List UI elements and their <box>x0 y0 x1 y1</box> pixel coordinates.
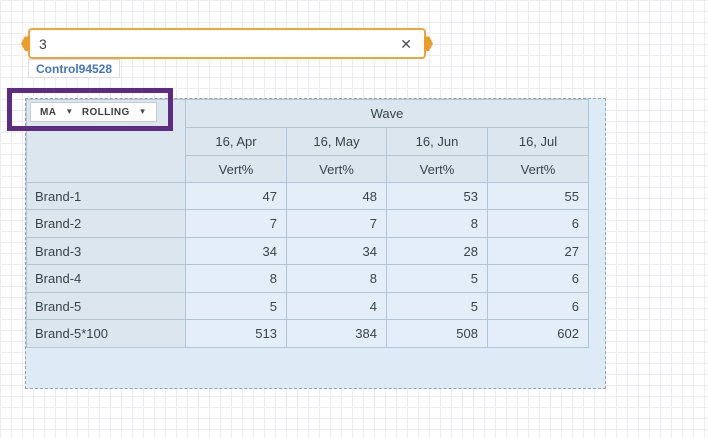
table-cell: 34 <box>286 237 387 265</box>
table-cell: 508 <box>386 319 488 348</box>
table-cell: 5 <box>386 292 488 320</box>
resize-handle-left[interactable] <box>21 36 30 51</box>
table-cell: 7 <box>286 209 387 238</box>
ma-dropdown[interactable]: MA ▼ <box>40 107 74 118</box>
chevron-down-icon: ▼ <box>65 107 74 116</box>
chevron-down-icon: ▼ <box>138 107 147 116</box>
crosstab-table[interactable]: Wave 16, Apr 16, May 16, Jun 16, Jul Ver… <box>26 99 589 348</box>
table-row: Brand-5 5 4 5 6 <box>26 292 589 320</box>
table-cell: 4 <box>286 292 387 320</box>
table-row: Brand-5*100 513 384 508 602 <box>26 319 589 348</box>
table-cell: 5 <box>386 264 488 293</box>
table-cell: 513 <box>185 319 287 348</box>
table-cell: 55 <box>487 182 589 210</box>
table-toolbar: MA ▼ ROLLING ▼ <box>30 102 157 122</box>
table-cell: 6 <box>487 209 589 238</box>
measure-header: Vert% <box>487 155 589 183</box>
column-header: 16, Jul <box>487 127 589 156</box>
rolling-dropdown-label: ROLLING <box>81 106 130 118</box>
table-cell: 28 <box>386 237 488 265</box>
measure-header: Vert% <box>386 155 488 183</box>
row-label: Brand-4 <box>26 264 186 293</box>
table-cell: 7 <box>185 209 287 238</box>
row-label: Brand-5 <box>26 292 186 320</box>
table-cell: 27 <box>487 237 589 265</box>
table-cell: 5 <box>185 292 287 320</box>
table-cell: 8 <box>386 209 488 238</box>
column-header: 16, Apr <box>185 127 287 156</box>
resize-handle-right[interactable] <box>424 36 433 51</box>
row-label: Brand-5*100 <box>26 319 186 348</box>
table-cell: 47 <box>185 182 287 210</box>
clear-icon[interactable]: ✕ <box>400 35 412 52</box>
table-row: Brand-4 8 8 5 6 <box>26 264 589 293</box>
ma-dropdown-label: MA <box>40 106 57 118</box>
table-row: Brand-2 7 7 8 6 <box>26 209 589 238</box>
table-cell: 384 <box>286 319 387 348</box>
table-cell: 6 <box>487 264 589 293</box>
table-cell: 6 <box>487 292 589 320</box>
column-header: 16, Jun <box>386 127 488 156</box>
row-label: Brand-1 <box>26 182 186 210</box>
table-row: Brand-3 34 34 28 27 <box>26 237 589 265</box>
table-cell: 8 <box>185 264 287 293</box>
row-label: Brand-2 <box>26 209 186 238</box>
measure-header: Vert% <box>286 155 387 183</box>
number-input-value: 3 <box>39 35 47 52</box>
table-row: Brand-1 47 48 53 55 <box>26 182 589 210</box>
number-input[interactable]: 3 ✕ <box>21 28 433 59</box>
table-cell: 53 <box>386 182 488 210</box>
measure-header: Vert% <box>185 155 287 183</box>
table-cell: 48 <box>286 182 387 210</box>
table-cell: 8 <box>286 264 387 293</box>
table-cell: 602 <box>487 319 589 348</box>
table-cell: 34 <box>185 237 287 265</box>
column-header: 16, May <box>286 127 387 156</box>
control-name-chip[interactable]: Control94528 <box>28 59 121 78</box>
row-label: Brand-3 <box>26 237 186 265</box>
rolling-dropdown[interactable]: ROLLING ▼ <box>82 107 147 118</box>
group-header-wave: Wave <box>185 99 589 128</box>
